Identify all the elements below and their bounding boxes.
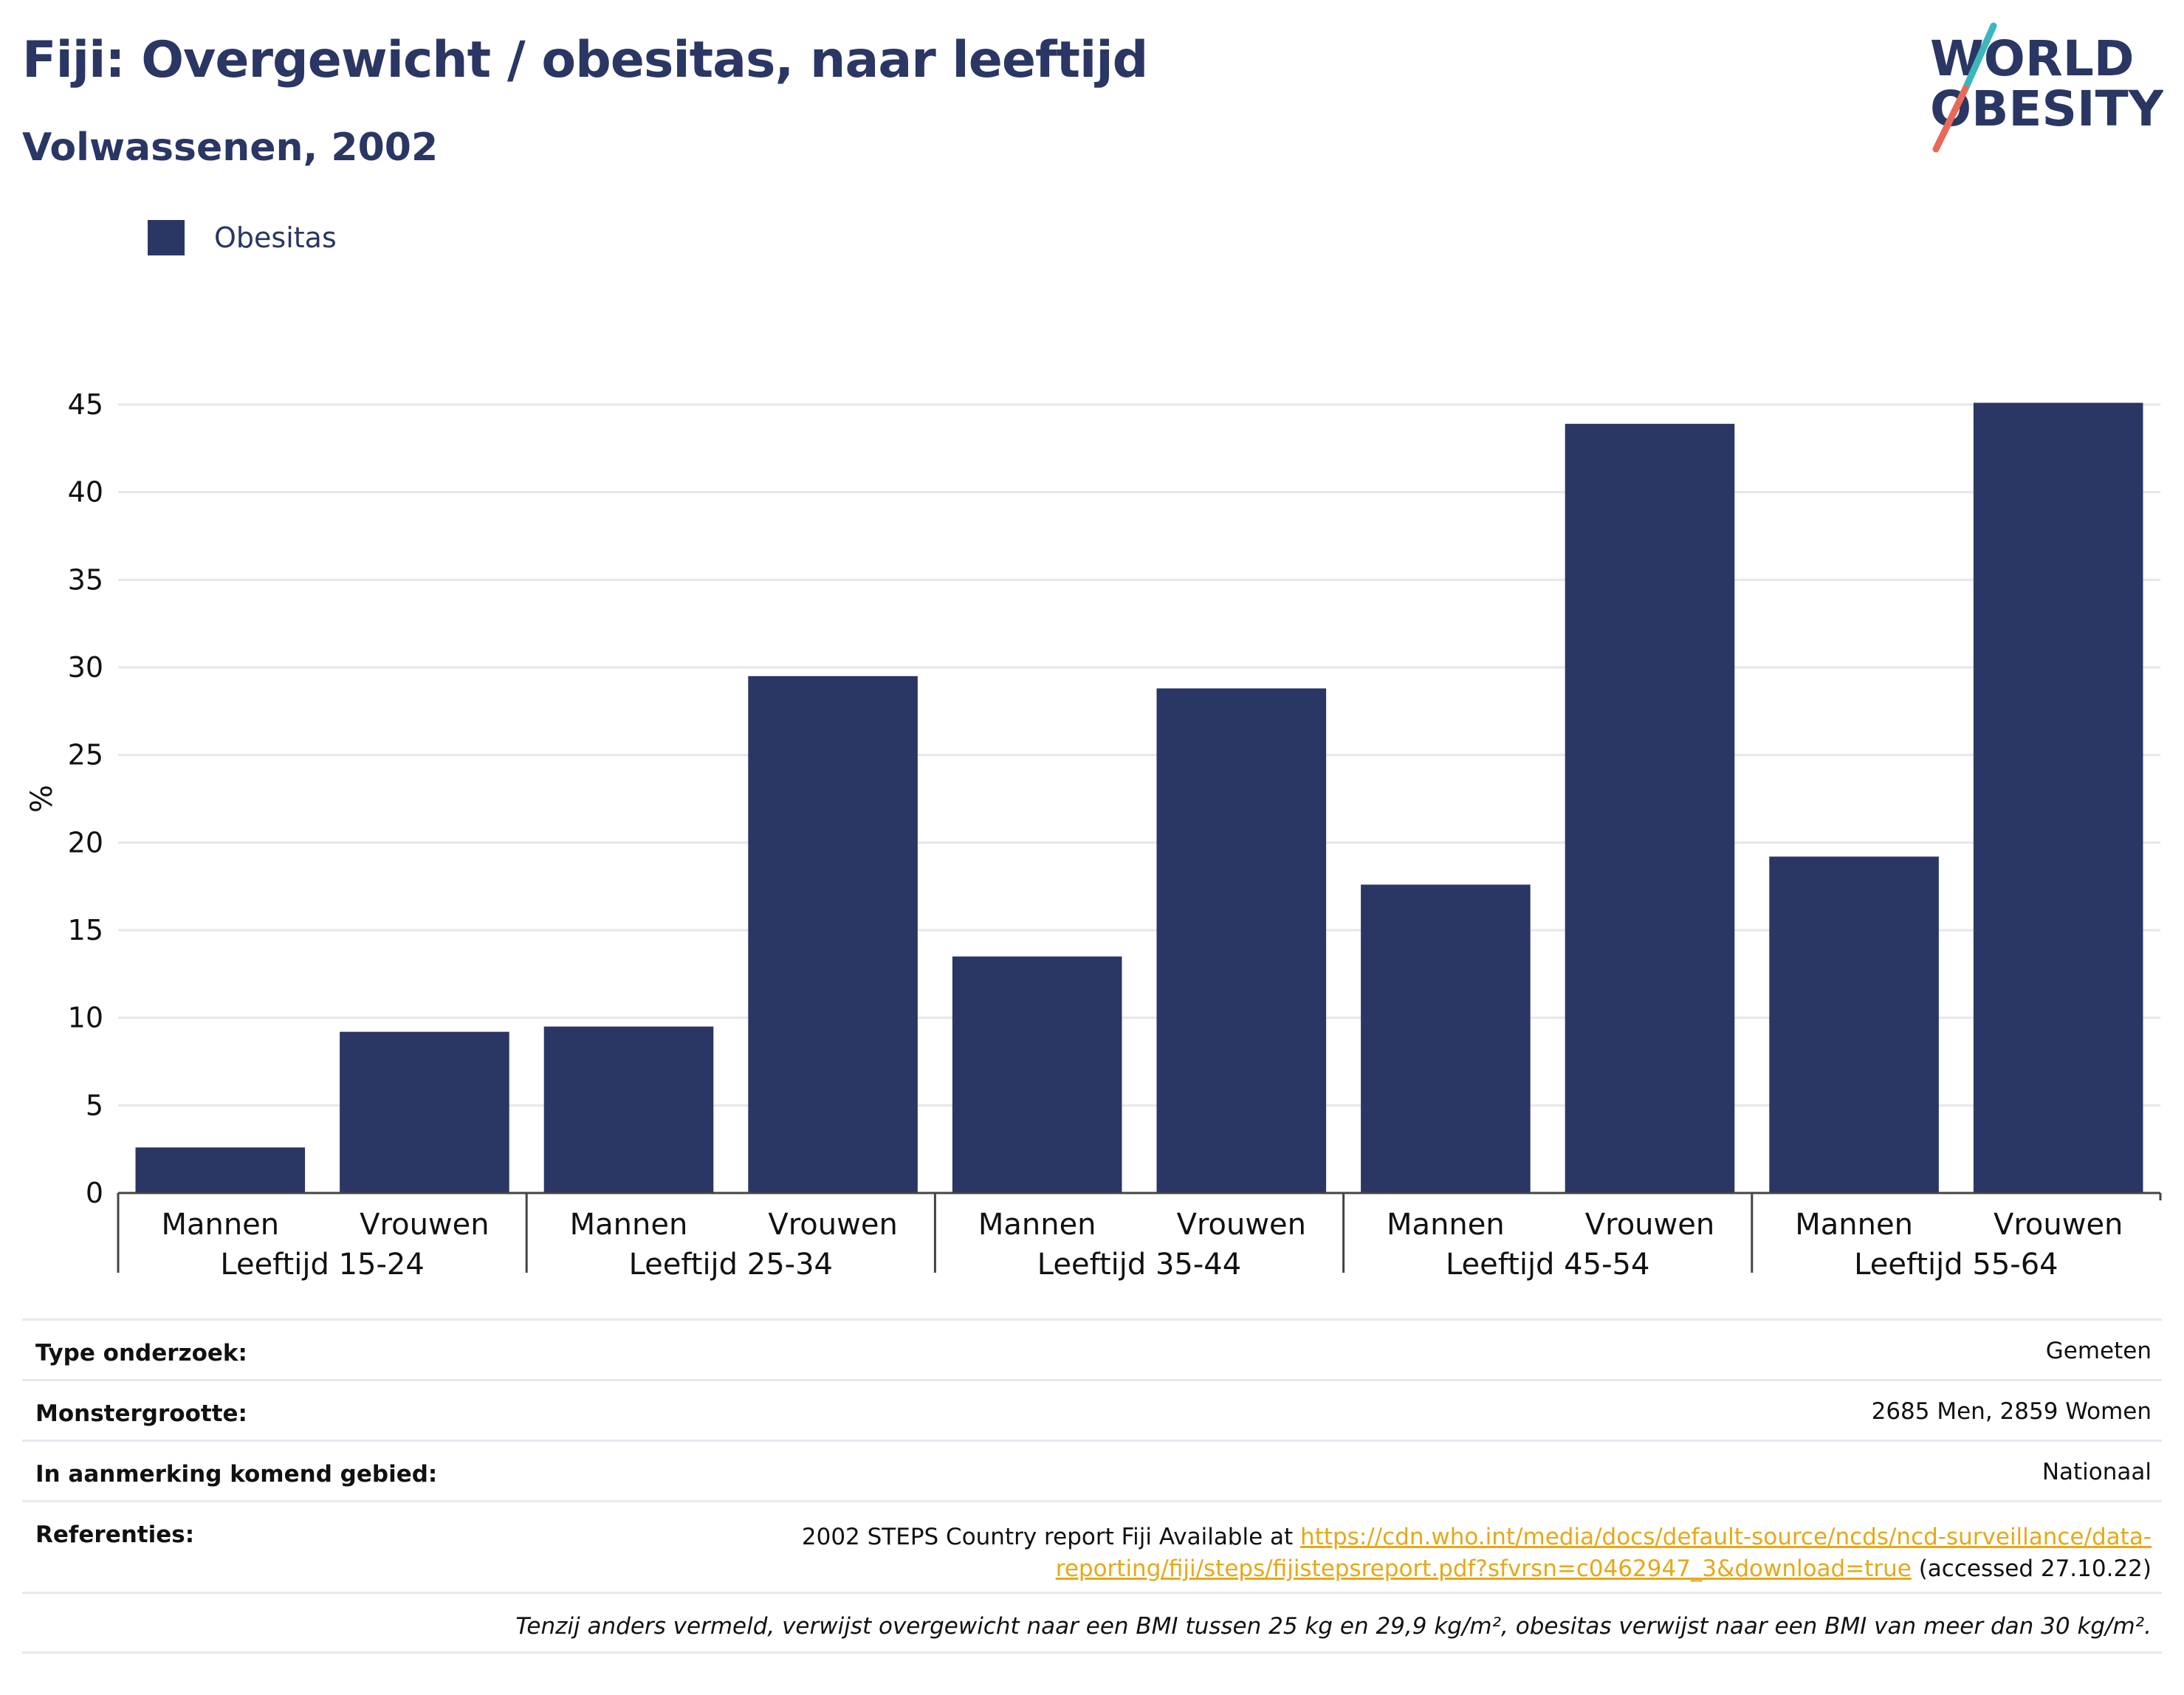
definition-note: Tenzij anders vermeld, verwijst overgewi… [515, 1613, 2152, 1640]
legend-label-obesitas: Obesitas [214, 221, 337, 254]
bar [1769, 856, 1939, 1193]
bar [952, 956, 1122, 1193]
bar [340, 1031, 509, 1193]
references-suffix: (accessed 27.10.22) [1918, 1555, 2152, 1582]
page-subtitle: Volwassenen, 2002 [22, 126, 439, 170]
survey-type-value: Gemeten [2045, 1338, 2152, 1364]
x-category-label: Vrouwen [360, 1208, 489, 1242]
info-row-survey-type: Type onderzoek: Gemeten [22, 1318, 2162, 1379]
references-link-part2[interactable]: reporting/fiji/steps/fijistepsreport.pdf… [1055, 1555, 1912, 1582]
x-category-label: Vrouwen [1994, 1208, 2123, 1242]
y-tick-label: 10 [68, 1002, 103, 1034]
x-category-label: Mannen [570, 1208, 688, 1242]
references-prefix: 2002 STEPS Country report Fiji Available… [801, 1524, 1294, 1550]
y-axis-label: % [25, 785, 59, 813]
y-tick-label: 0 [86, 1177, 103, 1209]
y-tick-label: 35 [68, 563, 103, 596]
x-group-label: Leeftijd 35-44 [1037, 1248, 1241, 1282]
bar [1973, 402, 2143, 1193]
info-table: Type onderzoek: Gemeten Monstergrootte: … [22, 1318, 2162, 1654]
x-group-label: Leeftijd 45-54 [1446, 1248, 1649, 1282]
logo-text-world: WORLD [1930, 30, 2135, 87]
x-category-label: Vrouwen [1585, 1208, 1714, 1242]
info-row-sample-size: Monstergrootte: 2685 Men, 2859 Women [22, 1379, 2162, 1440]
world-obesity-logo: WORLD OBESITY [1930, 22, 2163, 153]
x-category-label: Mannen [1795, 1208, 1913, 1242]
x-group-label: Leeftijd 25-34 [629, 1248, 833, 1282]
x-category-label: Mannen [1387, 1208, 1505, 1242]
area-value: Nationaal [2042, 1459, 2152, 1485]
y-tick-label: 20 [68, 826, 103, 859]
area-label: In aanmerking komend gebied: [35, 1461, 438, 1488]
y-tick-label: 30 [68, 651, 103, 684]
logo-text-obesity: OBESITY [1930, 80, 2163, 137]
bar [1361, 884, 1531, 1193]
info-row-area: In aanmerking komend gebied: Nationaal [22, 1440, 2162, 1500]
y-tick-label: 40 [68, 476, 103, 509]
bar [135, 1147, 306, 1193]
bar [1156, 688, 1327, 1193]
y-tick-label: 25 [68, 739, 103, 771]
logo-slash-top [1962, 22, 1997, 92]
references-label: Referenties: [35, 1522, 195, 1548]
references-link-part1[interactable]: https://cdn.who.int/media/docs/default-s… [1300, 1524, 2152, 1550]
legend-swatch [148, 220, 185, 255]
survey-type-label: Type onderzoek: [35, 1340, 247, 1366]
info-row-references: Referenties: 2002 STEPS Country report F… [22, 1500, 2162, 1592]
sample-size-value: 2685 Men, 2859 Women [1871, 1398, 2152, 1425]
bar [1565, 424, 1735, 1193]
legend: Obesitas [148, 220, 337, 255]
x-group-label: Leeftijd 15-24 [220, 1248, 424, 1282]
logo-slash-bottom [1932, 85, 1969, 153]
x-category-label: Vrouwen [1177, 1208, 1306, 1242]
bar [748, 675, 918, 1193]
page-title: Fiji: Overgewicht / obesitas, naar leeft… [22, 31, 1148, 89]
info-row-note: Tenzij anders vermeld, verwijst overgewi… [22, 1592, 2162, 1654]
sample-size-label: Monstergrootte: [35, 1400, 247, 1427]
bar [543, 1026, 714, 1193]
x-category-label: Mannen [161, 1208, 279, 1242]
y-tick-label: 45 [68, 388, 103, 421]
x-group-label: Leeftijd 55-64 [1854, 1248, 2058, 1282]
y-tick-label: 15 [68, 914, 103, 946]
x-category-label: Mannen [978, 1208, 1096, 1242]
y-tick-label: 5 [86, 1089, 103, 1121]
bar-chart: 0 5 10 15 20 25 30 35 40 45% Mannen Vrouwen Leeftijd… [25, 388, 2162, 1282]
references-value: 2002 STEPS Country report Fiji Available… [802, 1522, 2152, 1585]
x-category-label: Vrouwen [768, 1208, 897, 1242]
